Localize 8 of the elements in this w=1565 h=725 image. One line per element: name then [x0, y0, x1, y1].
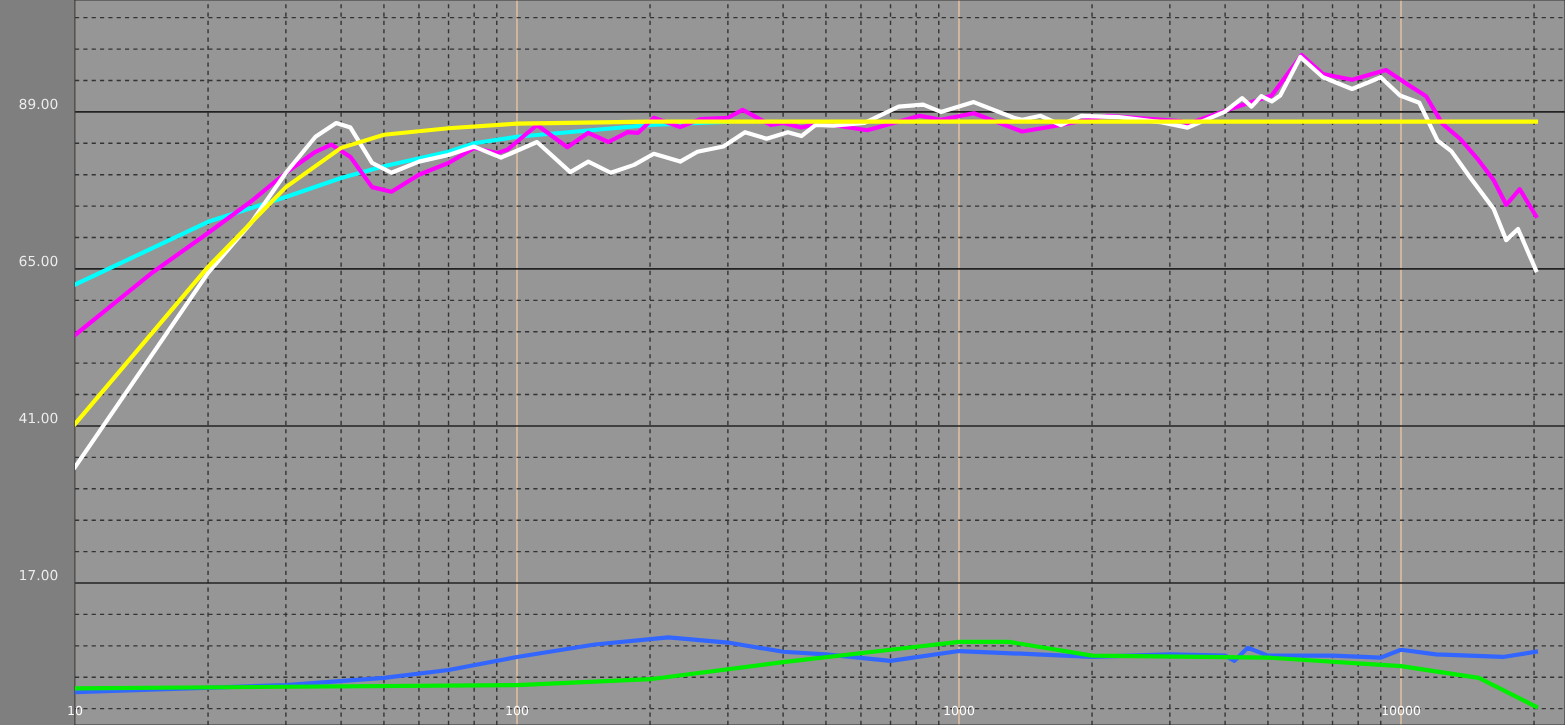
x-tick-label: 1000 [944, 705, 975, 716]
x-tick-label: 100 [506, 705, 529, 716]
y-tick-label: 65.00 [19, 255, 58, 267]
x-tick-label: 10 [68, 705, 83, 716]
y-tick-label: 41.00 [19, 412, 58, 424]
y-tick-label: 17.00 [20, 569, 58, 581]
x-tick-label: 10000 [1382, 705, 1421, 716]
y-tick-label: 89.00 [19, 98, 58, 110]
